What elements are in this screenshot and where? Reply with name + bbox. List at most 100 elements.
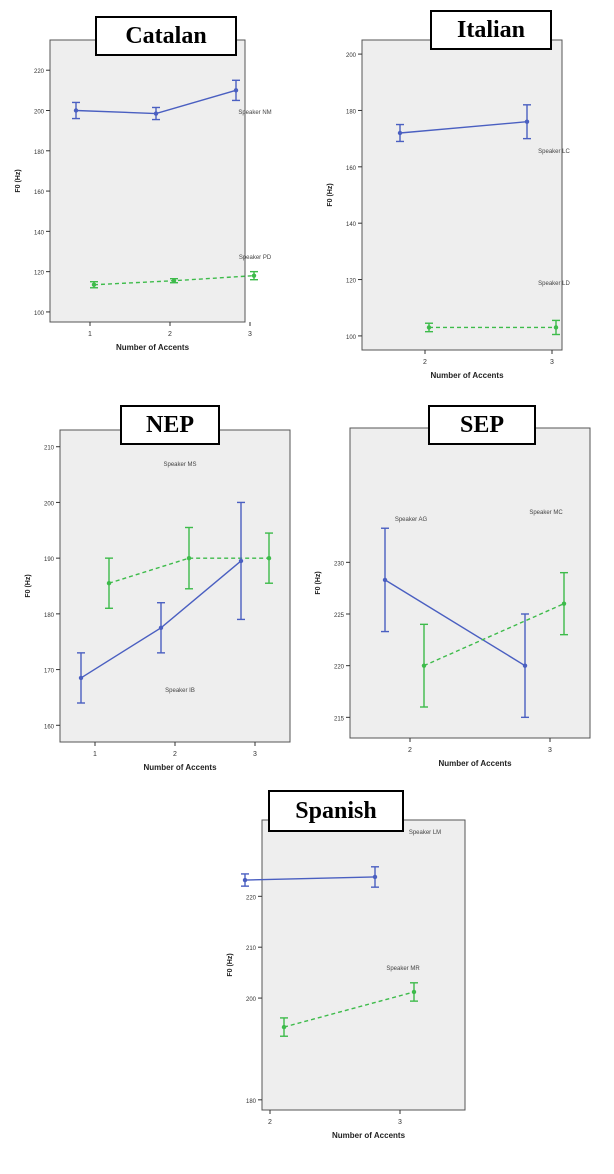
series-label: Speaker MS	[163, 462, 196, 468]
y-tick-label: 200	[44, 501, 55, 507]
chart-title: Spanish	[268, 790, 404, 832]
x-tick-label: 2	[268, 1119, 272, 1126]
chart-title: Catalan	[95, 16, 237, 56]
chart-spanish: 180 200 210 220 2 3 Number of Accents F0 (Hz) Sp…	[200, 795, 490, 1174]
chart-sep: 215 220 225 230 2 3 Number of Accents F0 (Hz) Sp…	[312, 385, 614, 785]
y-tick-label: 170	[44, 669, 55, 675]
plot-area	[261, 819, 466, 1111]
chart-svg: 160 170 180 190 200 210 1 2 3 Number of Accents F0…	[25, 429, 291, 772]
x-tick-label: 3	[548, 747, 552, 754]
data-point	[421, 663, 427, 668]
y-tick-label: 215	[334, 716, 345, 722]
data-point	[251, 273, 257, 278]
series-line	[283, 991, 415, 1028]
x-tick-label: 2	[408, 747, 412, 754]
y-tick-label: 220	[34, 69, 45, 75]
data-point	[238, 558, 244, 564]
data-point	[382, 577, 388, 583]
x-tick-label: 3	[253, 751, 257, 758]
series-label: Speaker LM	[409, 830, 441, 836]
chart-catalan: 100 120 140 160 180 200 220 1 2 3 Number of Accent…	[0, 0, 300, 380]
data-point	[426, 325, 432, 330]
data-point	[561, 601, 567, 606]
series-label: Speaker LC	[538, 149, 570, 155]
y-tick-label: 100	[34, 311, 45, 317]
x-axis-label: Number of Accents	[143, 763, 217, 772]
data-point	[242, 877, 248, 883]
y-axis-label: F0 (Hz)	[15, 169, 22, 192]
y-tick-label: 180	[34, 150, 45, 156]
x-tick-label: 1	[93, 751, 97, 758]
data-point	[171, 278, 177, 283]
x-tick-label: 3	[398, 1119, 402, 1126]
data-point	[397, 130, 403, 136]
x-axis-label: Number of Accents	[116, 343, 190, 352]
y-axis-label: F0 (Hz)	[25, 574, 32, 597]
data-point	[78, 675, 84, 681]
chart-svg: 100 120 140 160 180 200 220 1 2 3 Number of Accent…	[15, 39, 272, 352]
y-tick-label: 160	[44, 724, 55, 730]
chart-nep: 160 170 180 190 200 210 1 2 3 Number of Accents F0…	[0, 385, 308, 785]
plot-area	[59, 429, 291, 743]
x-tick-label: 2	[168, 331, 172, 338]
y-axis-label: F0 (Hz)	[227, 953, 234, 976]
chart-svg: 180 200 210 220 2 3 Number of Accents F0 (Hz) Sp…	[227, 819, 466, 1140]
x-tick-label: 1	[88, 331, 92, 338]
y-tick-label: 120	[346, 279, 357, 285]
data-point	[153, 111, 159, 116]
y-tick-label: 210	[246, 946, 257, 952]
plot-area	[361, 39, 563, 351]
series-label: Speaker NM	[238, 110, 271, 116]
chart-title: SEP	[428, 405, 536, 445]
y-tick-label: 180	[44, 613, 55, 619]
x-tick-label: 3	[248, 331, 252, 338]
series-label: Speaker IB	[165, 688, 195, 694]
y-tick-label: 140	[346, 222, 357, 228]
x-tick-label: 2	[423, 359, 427, 366]
data-point	[91, 282, 97, 287]
y-tick-label: 140	[34, 230, 45, 236]
data-point	[372, 874, 378, 880]
data-point	[522, 663, 528, 668]
chart-title: Italian	[430, 10, 552, 50]
series-label: Speaker LD	[538, 281, 570, 287]
data-point	[233, 88, 239, 93]
data-point	[553, 325, 559, 330]
y-tick-label: 180	[246, 1099, 257, 1105]
y-tick-label: 200	[346, 53, 357, 59]
series-label: Speaker MC	[529, 510, 563, 516]
y-tick-label: 220	[246, 895, 257, 901]
y-tick-label: 230	[334, 561, 345, 567]
y-tick-label: 210	[44, 446, 55, 452]
plot-area	[349, 427, 591, 739]
x-axis-label: Number of Accents	[430, 371, 504, 380]
chart-svg: 100 120 140 160 180 200 2 3 Number of Accents F0 …	[327, 39, 571, 380]
data-point	[73, 108, 79, 113]
data-point	[281, 1024, 287, 1030]
y-tick-label: 160	[346, 166, 357, 172]
y-tick-label: 190	[44, 557, 55, 563]
x-tick-label: 3	[550, 359, 554, 366]
chart-title: NEP	[120, 405, 220, 445]
plot-area	[49, 39, 246, 323]
x-tick-label: 2	[173, 751, 177, 758]
data-point	[158, 625, 164, 630]
y-tick-label: 160	[34, 190, 45, 196]
y-tick-label: 200	[34, 110, 45, 116]
y-tick-label: 225	[334, 613, 345, 619]
data-point	[411, 989, 417, 995]
data-point	[524, 119, 530, 124]
series-label: Speaker AG	[395, 517, 428, 523]
x-axis-label: Number of Accents	[438, 759, 512, 768]
y-tick-label: 180	[346, 109, 357, 115]
series-label: Speaker PD	[239, 255, 272, 261]
y-tick-label: 100	[346, 335, 357, 341]
series-line	[423, 603, 565, 667]
data-point	[266, 555, 272, 561]
data-point	[106, 581, 112, 586]
series-line	[244, 876, 376, 881]
y-tick-label: 220	[334, 665, 345, 671]
x-axis-label: Number of Accents	[332, 1131, 406, 1140]
chart-svg: 215 220 225 230 2 3 Number of Accents F0 (Hz) Sp…	[315, 427, 591, 768]
data-point	[186, 555, 192, 561]
